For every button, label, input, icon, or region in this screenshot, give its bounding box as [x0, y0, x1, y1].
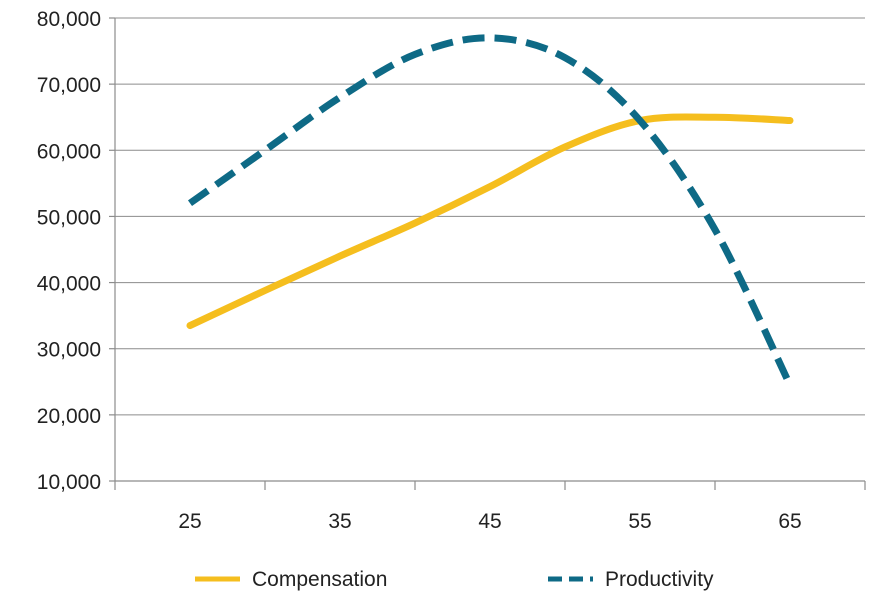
- x-tick-label: 65: [778, 510, 801, 533]
- series-line-compensation: [186, 113, 794, 330]
- y-tick-label: 40,000: [37, 273, 101, 296]
- y-tick-label: 60,000: [37, 140, 101, 163]
- axes: 10,000 20,000 30,000 40,000 50,000 60,000 70,0…: [37, 8, 866, 533]
- y-tick-label: 10,000: [37, 471, 101, 494]
- legend-label: Productivity: [605, 568, 714, 591]
- y-tick-label: 80,000: [37, 8, 101, 31]
- x-tick-label: 55: [628, 510, 651, 533]
- gridlines: [115, 17, 865, 416]
- series-lines: [186, 34, 794, 387]
- y-tick-label: 50,000: [37, 206, 101, 229]
- legend: Compensation Productivity: [195, 568, 714, 591]
- legend-label: Compensation: [252, 568, 387, 591]
- x-tick-label: 45: [478, 510, 501, 533]
- x-tick-label: 35: [328, 510, 351, 533]
- series-line-productivity: [187, 34, 794, 387]
- legend-item-productivity: Productivity: [548, 568, 714, 591]
- y-tick-label: 20,000: [37, 405, 101, 428]
- y-tick-label: 30,000: [37, 339, 101, 362]
- legend-item-compensation: Compensation: [195, 568, 387, 591]
- y-tick-label: 70,000: [37, 74, 101, 97]
- x-tick-label: 25: [178, 510, 201, 533]
